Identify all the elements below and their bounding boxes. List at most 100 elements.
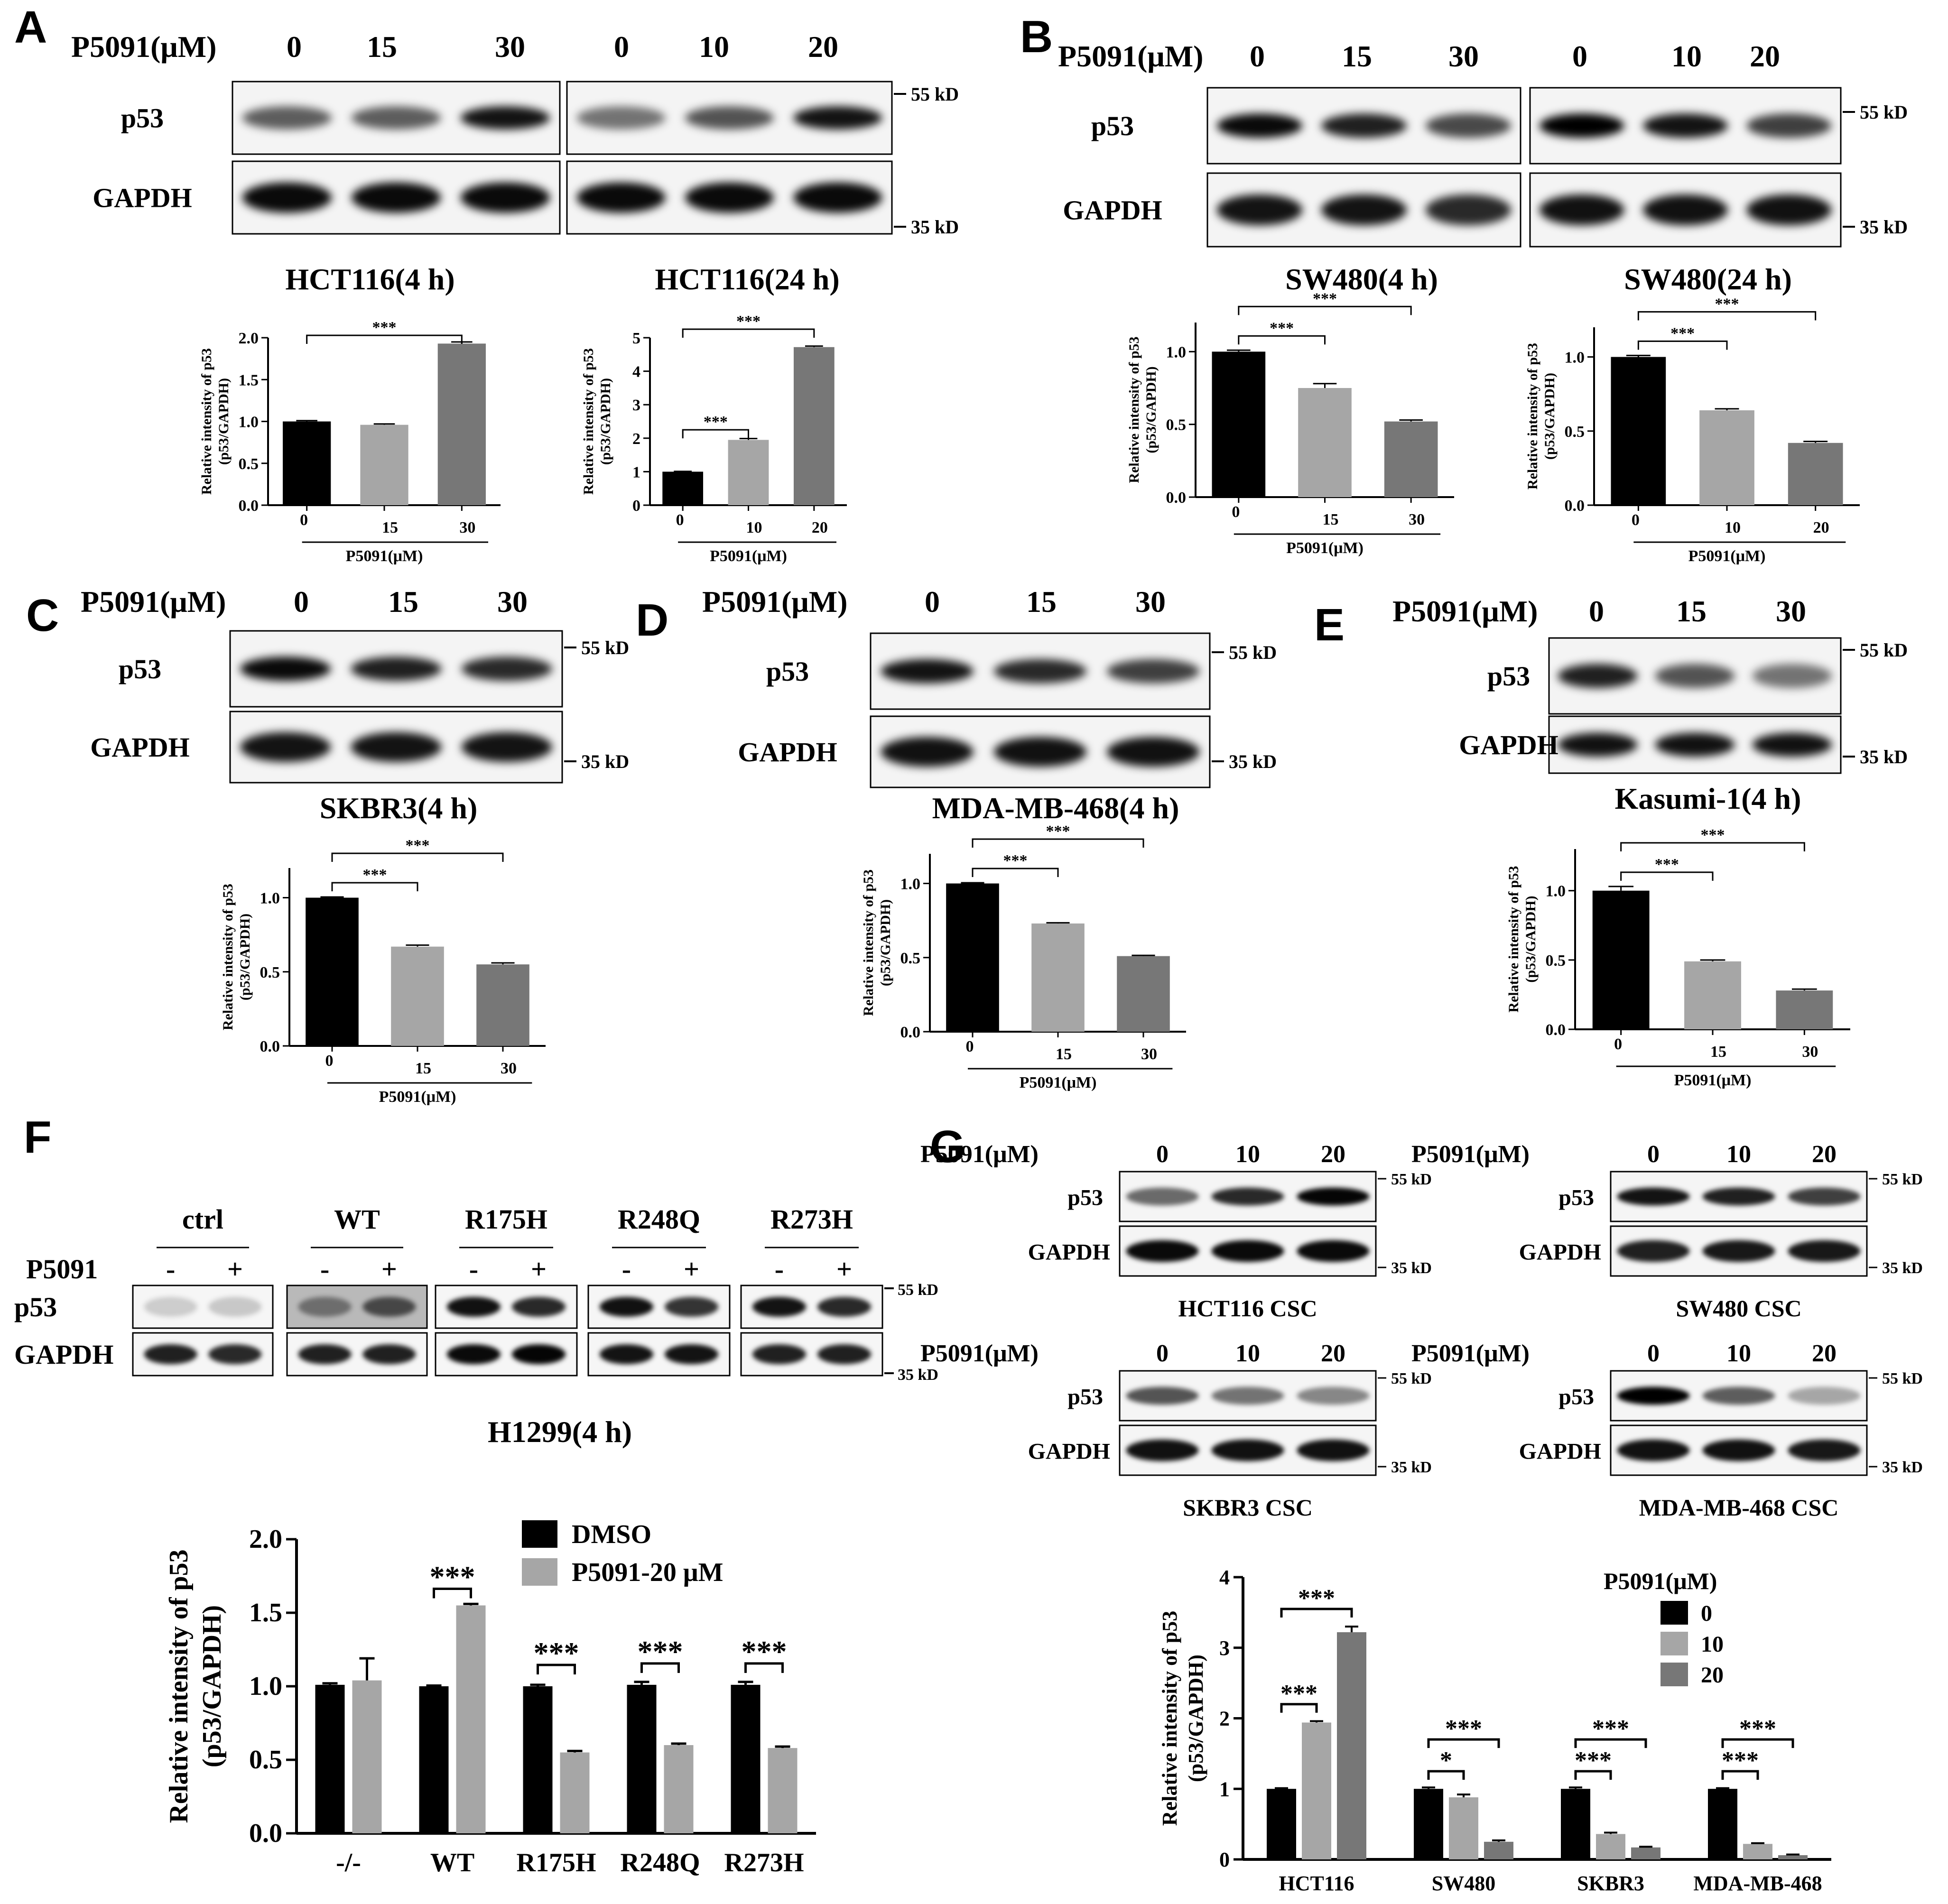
- band: [242, 106, 332, 129]
- band: [351, 182, 441, 213]
- y-axis-label-units: (p53/GAPDH): [1523, 896, 1539, 982]
- x-tick-label: 0: [1614, 1035, 1622, 1053]
- band: [1216, 113, 1303, 138]
- legend-swatch: [1660, 1632, 1688, 1655]
- dose-label: 0: [1589, 594, 1604, 628]
- panel-label-B: B: [1020, 11, 1053, 62]
- band: [599, 1344, 654, 1364]
- panel-label-E: E: [1314, 600, 1345, 650]
- bar: [283, 421, 331, 505]
- dose-label: 15: [388, 585, 418, 619]
- significance-bracket: [1238, 335, 1326, 345]
- chart-B1: 0.0 0.5 1.0 0 15 30 P5091(μM) Relative intensit…: [1126, 290, 1454, 557]
- band: [881, 737, 974, 767]
- band: [1642, 194, 1728, 226]
- kd-label: 35 kD: [1229, 751, 1277, 772]
- dose-title: P5091(μM): [702, 585, 847, 619]
- dose-label: 10: [1726, 1141, 1751, 1168]
- significance-label: ***: [406, 837, 430, 854]
- y-tick-label: 0.0: [1166, 489, 1187, 507]
- row-label-gapdh: GAPDH: [93, 183, 192, 213]
- row-label-p53: p53: [119, 654, 161, 684]
- band: [461, 656, 552, 681]
- significance-bracket: [1721, 1738, 1794, 1748]
- y-axis-label-units: (p53/GAPDH): [878, 899, 893, 986]
- band: [1752, 664, 1832, 688]
- dose-label: 30: [1776, 594, 1806, 628]
- plus-sign: +: [684, 1254, 699, 1285]
- band: [511, 1297, 566, 1317]
- x-tick-label: R248Q: [621, 1848, 700, 1877]
- significance-bracket: [640, 1662, 680, 1673]
- significance-label: ***: [1670, 324, 1695, 342]
- band: [1297, 1240, 1370, 1262]
- y-tick-label: 1.0: [239, 414, 259, 431]
- bar: [391, 946, 444, 1046]
- bar: [946, 883, 999, 1032]
- band: [793, 182, 882, 213]
- bar: [1302, 1722, 1331, 1859]
- panel-label-G: G: [930, 1121, 965, 1172]
- dose-label: 30: [1448, 39, 1479, 73]
- band: [351, 656, 442, 681]
- minus-sign: -: [320, 1254, 329, 1285]
- bar: [731, 1684, 761, 1833]
- kd-label: 35 kD: [1391, 1259, 1432, 1277]
- y-axis-label-units: (p53/GAPDH): [1143, 366, 1159, 453]
- kd-label: 35 kD: [1860, 746, 1908, 767]
- band: [1211, 1386, 1284, 1405]
- band: [685, 106, 774, 129]
- band: [881, 659, 974, 684]
- band: [242, 182, 332, 213]
- significance-label: ***: [1003, 852, 1028, 869]
- significance-bracket: [1280, 1608, 1353, 1617]
- western-blot-g: P5091(μM) 0 10 20 p53 GAPDH 55 kD 35 kD HCT116 C…: [920, 1141, 1923, 1521]
- bar: [352, 1680, 382, 1833]
- significance-label: ***: [1655, 856, 1679, 873]
- blot-caption: SW480 CSC: [1676, 1295, 1801, 1322]
- dose-label: 15: [1342, 39, 1372, 73]
- band: [1539, 194, 1624, 226]
- significance-bracket: [1574, 1770, 1612, 1780]
- blot-caption: Kasumi-1(4 h): [1615, 782, 1801, 815]
- bar: [793, 347, 835, 505]
- kd-label: 55 kD: [911, 83, 959, 105]
- band: [1655, 732, 1735, 757]
- x-tick-label: 30: [1409, 511, 1425, 528]
- chart-D: 0.0 0.5 1.0 0 15 30 P5091(μM) Relative intensit…: [861, 823, 1186, 1091]
- bar: [1611, 357, 1666, 505]
- panel-label-D: D: [636, 595, 668, 646]
- y-axis-label: Relative intensity of p53: [1506, 866, 1521, 1012]
- band: [1788, 1439, 1861, 1461]
- significance-bracket: [433, 1588, 472, 1599]
- dose-label: 0: [287, 30, 302, 64]
- band: [511, 1344, 566, 1364]
- bar: [664, 1745, 694, 1833]
- bar: [1337, 1632, 1366, 1859]
- minus-sign: -: [166, 1254, 175, 1285]
- dose-label: 20: [1750, 39, 1780, 73]
- band: [599, 1297, 654, 1317]
- y-axis-label: Relative intensity of p53: [1126, 336, 1142, 483]
- significance-label: ***: [638, 1635, 683, 1668]
- dose-label: 15: [367, 30, 397, 64]
- bar: [1484, 1841, 1513, 1859]
- y-axis-label-units: (p53/GAPDH): [1542, 373, 1558, 460]
- dose-label: 10: [1235, 1141, 1260, 1168]
- x-tick-label: 15: [382, 519, 398, 536]
- bar: [1699, 410, 1754, 505]
- legend-title: P5091(μM): [1604, 1568, 1717, 1594]
- kd-label: 55 kD: [1391, 1370, 1432, 1387]
- bar: [728, 440, 769, 505]
- y-tick-label: 2: [1219, 1707, 1230, 1730]
- legend-label: 20: [1701, 1663, 1724, 1688]
- y-tick-label: 2: [632, 430, 640, 448]
- row-label-gapdh: GAPDH: [14, 1339, 113, 1370]
- legend-label: 10: [1701, 1632, 1724, 1657]
- blot-caption: MDA-MB-468 CSC: [1639, 1494, 1839, 1521]
- dose-label: 30: [497, 585, 528, 619]
- x-tick-label: R175H: [517, 1848, 596, 1877]
- blot-caption: SW480(4 h): [1285, 262, 1438, 296]
- row-label-gapdh: GAPDH: [1028, 1439, 1110, 1464]
